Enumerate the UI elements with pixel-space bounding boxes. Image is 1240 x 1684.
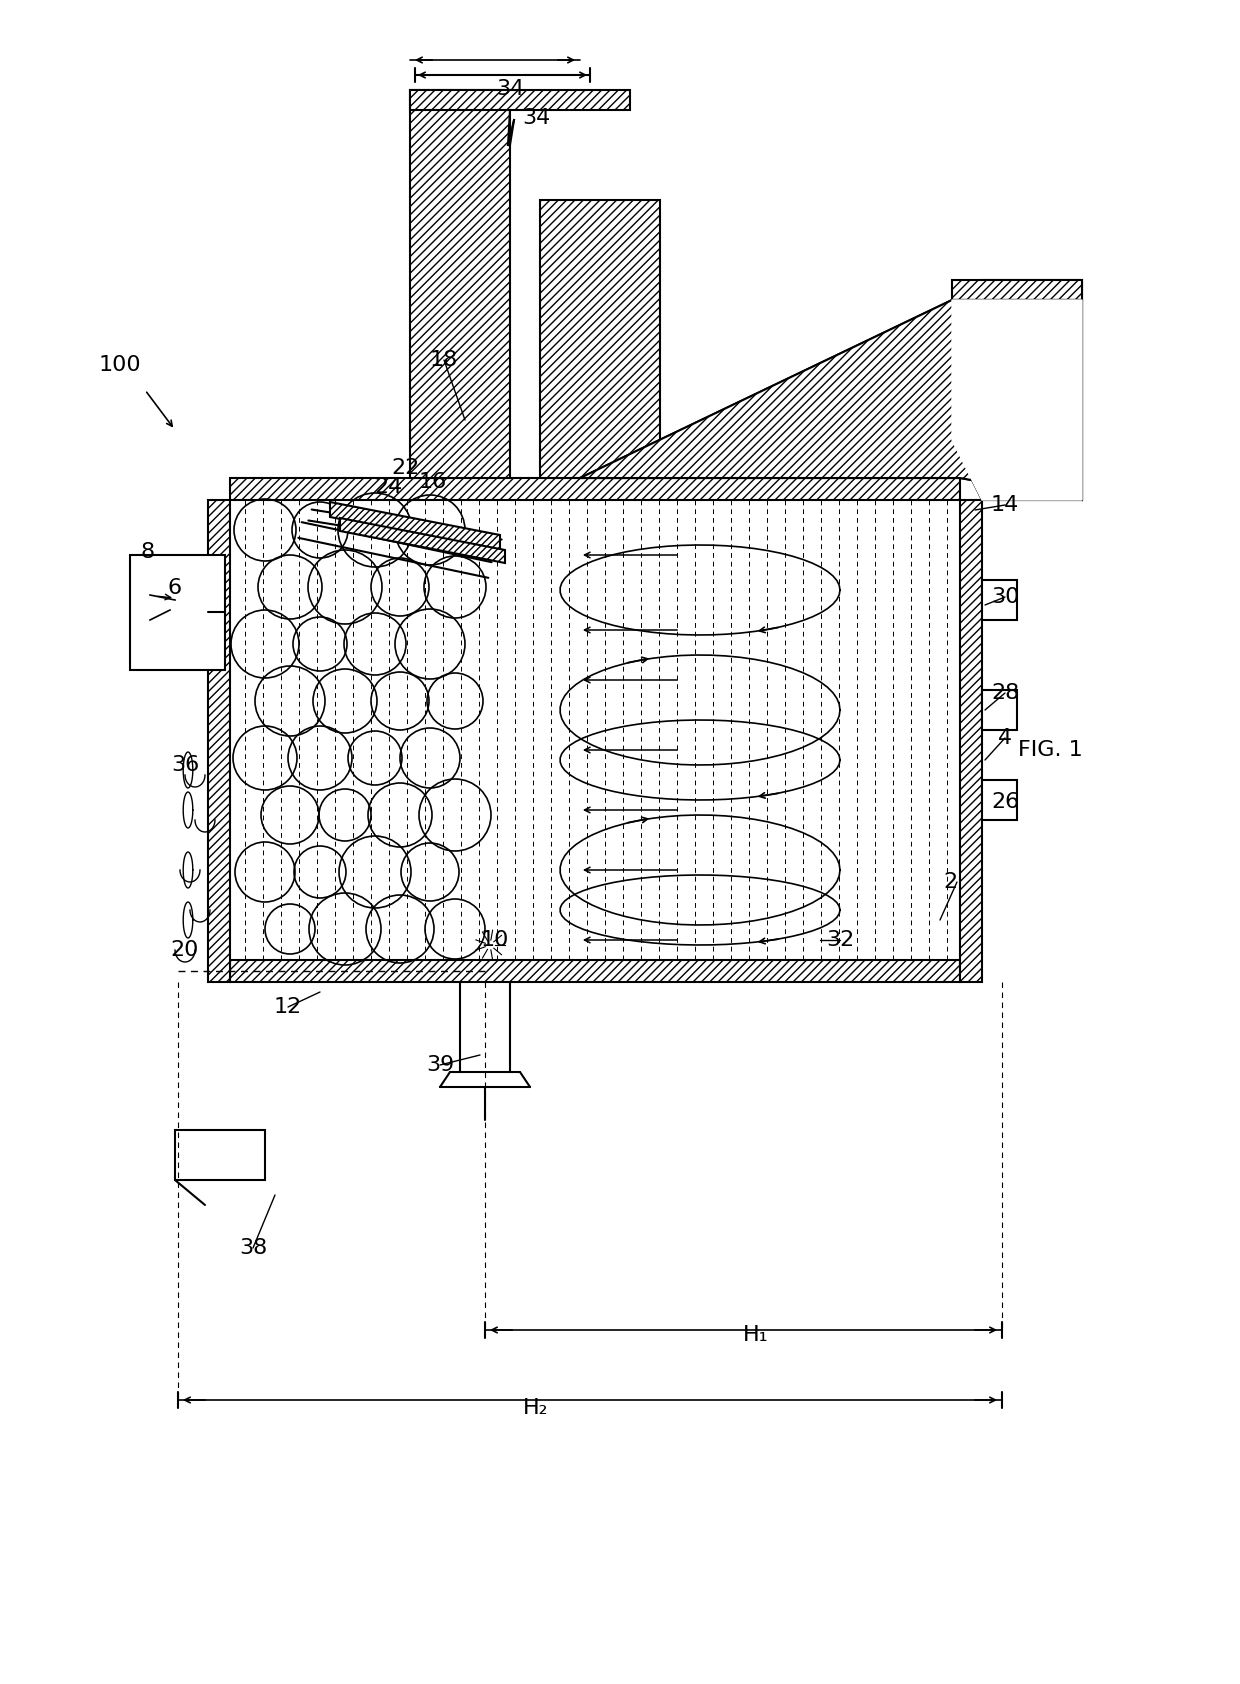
Polygon shape [580, 300, 1083, 500]
Text: 6: 6 [167, 578, 182, 598]
Bar [952, 280, 1083, 300]
Text: 36: 36 [171, 754, 200, 775]
Text: 12: 12 [274, 997, 303, 1017]
Bar [208, 500, 229, 982]
Bar [229, 960, 960, 982]
Bar [982, 780, 1017, 820]
Bar [410, 89, 630, 109]
Text: 22: 22 [391, 458, 419, 478]
Bar [175, 1130, 265, 1180]
Text: 16: 16 [419, 472, 448, 492]
Text: 14: 14 [991, 495, 1019, 515]
Text: 38: 38 [239, 1238, 267, 1258]
Bar [410, 89, 510, 478]
Text: 10: 10 [481, 930, 510, 950]
Bar [982, 690, 1017, 729]
Text: 28: 28 [991, 684, 1019, 702]
Polygon shape [340, 519, 505, 562]
Bar [960, 500, 982, 982]
Text: FIG. 1: FIG. 1 [1018, 739, 1083, 759]
Text: 2: 2 [942, 872, 957, 893]
Bar [229, 478, 960, 500]
Text: 39: 39 [425, 1054, 454, 1074]
Bar [982, 280, 1083, 500]
Text: 100: 100 [99, 355, 141, 376]
Text: 32: 32 [826, 930, 854, 950]
Text: H₂: H₂ [523, 1398, 549, 1418]
Polygon shape [580, 300, 1083, 500]
Polygon shape [330, 502, 500, 551]
Text: 34: 34 [496, 79, 525, 99]
Text: H₁: H₁ [743, 1325, 769, 1346]
Bar [130, 556, 224, 670]
Bar [982, 579, 1017, 620]
Text: 4: 4 [998, 727, 1012, 748]
Polygon shape [952, 300, 1083, 500]
Text: 30: 30 [991, 588, 1019, 606]
Bar [539, 200, 660, 478]
Text: 18: 18 [430, 350, 458, 370]
Text: 26: 26 [991, 791, 1019, 812]
Text: 8: 8 [141, 542, 155, 562]
Text: 20: 20 [171, 940, 200, 960]
Text: 34: 34 [522, 108, 551, 128]
Text: 24: 24 [374, 477, 402, 497]
